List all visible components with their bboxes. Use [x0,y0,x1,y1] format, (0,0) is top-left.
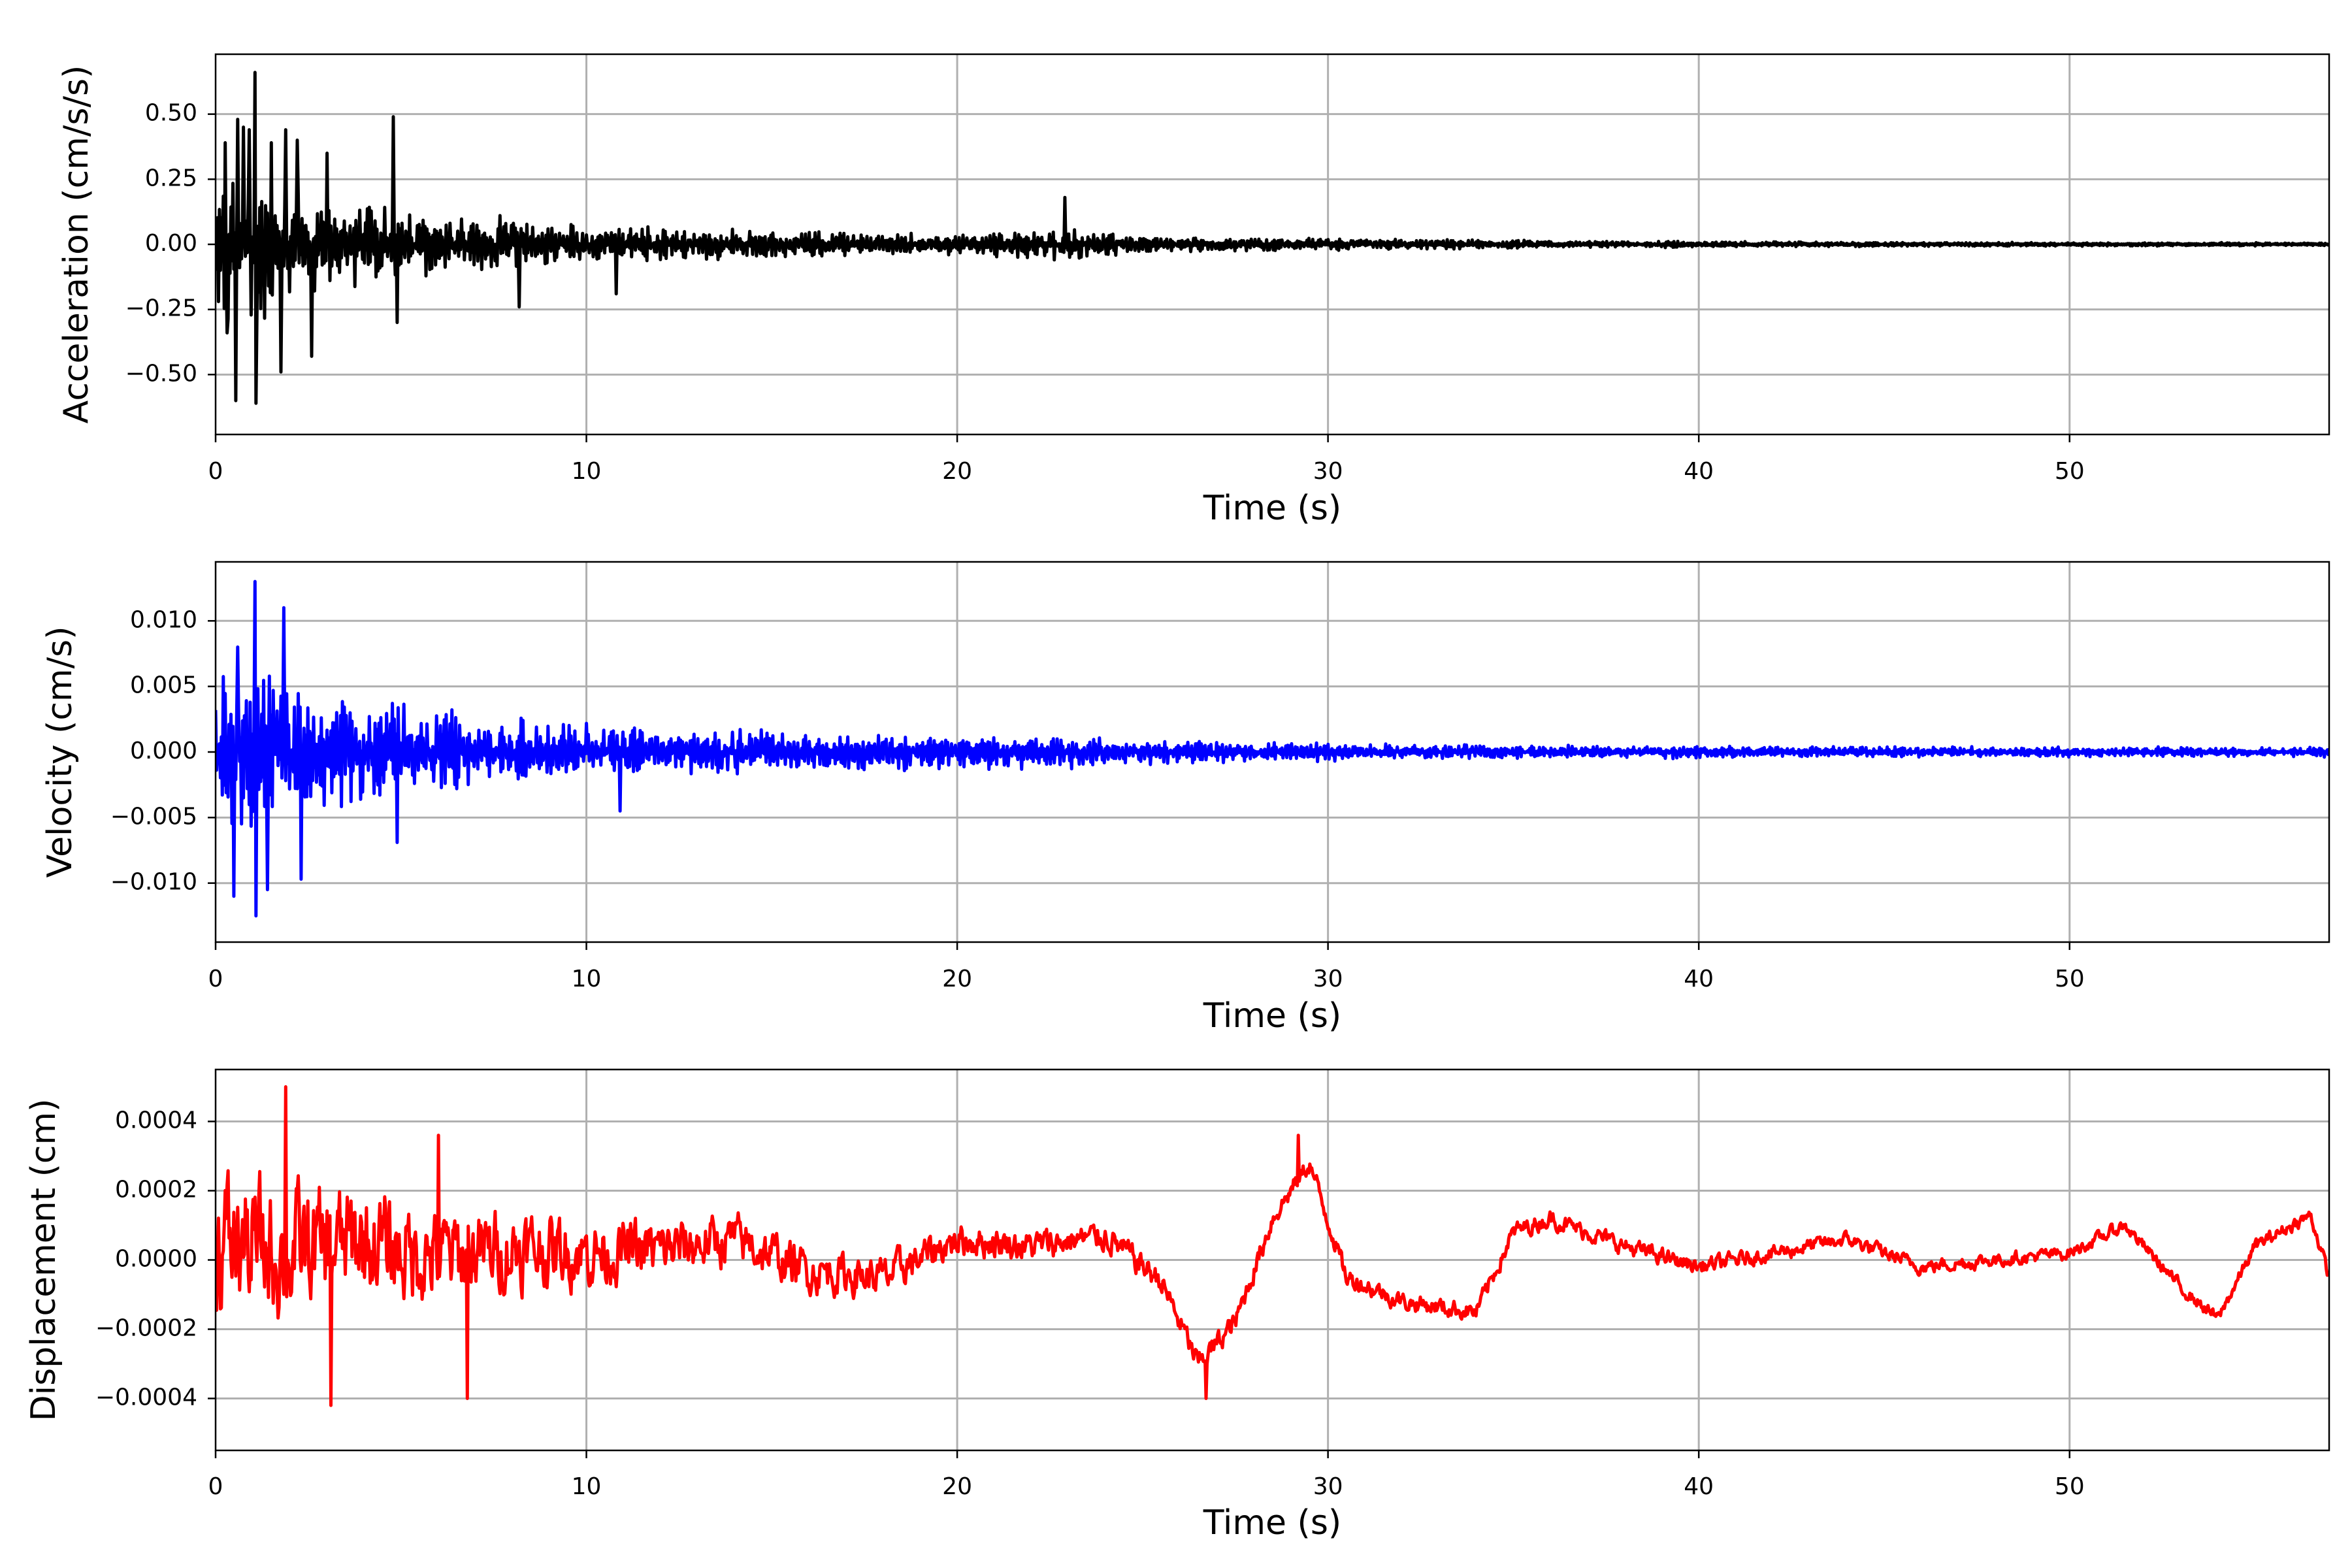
x-tick-label: 20 [942,1473,972,1500]
y-axis-label: Acceleration (cm/s/s) [57,65,96,424]
x-axis-label: Time (s) [1203,996,1341,1036]
y-tick-label: 0.0004 [115,1107,197,1134]
x-tick-label: 0 [208,1473,223,1500]
x-tick-label: 30 [1313,966,1343,992]
y-tick-label: 0.50 [145,100,197,127]
x-tick-label: 0 [208,458,223,485]
x-tick-label: 30 [1313,1473,1343,1500]
x-tick-label: 30 [1313,458,1343,485]
y-tick-label: −0.50 [125,360,197,387]
y-axis-label: Displacement (cm) [24,1099,63,1422]
x-tick-label: 0 [208,966,223,992]
x-tick-label: 20 [942,458,972,485]
x-tick-label: 10 [572,966,602,992]
y-axis-label: Velocity (cm/s) [41,627,80,878]
x-tick-label: 40 [1684,966,1714,992]
panel-1: 0 10 20 30 40 50 −0.50 −0.25 0.00 0.25 0.50 Time (s… [57,53,2330,528]
y-tick-label: 0.000 [130,738,197,764]
panel-2: 0 10 20 30 40 50 −0.010 −0.005 0.000 0.005 0.010 Ti… [41,561,2330,1036]
series-line [216,580,2329,918]
y-tick-label: −0.010 [110,869,197,896]
y-tick-label: 0.0000 [115,1246,197,1273]
x-tick-label: 50 [2055,458,2085,485]
x-axis-label: Time (s) [1203,1503,1341,1543]
y-tick-label: 0.005 [130,672,197,699]
x-tick-label: 20 [942,966,972,992]
x-tick-label: 10 [572,458,602,485]
x-tick-label: 10 [572,1473,602,1500]
series-line [216,71,2329,405]
y-tick-label: −0.005 [110,803,197,830]
y-tick-label: 0.0002 [115,1177,197,1203]
y-tick-label: 0.25 [145,165,197,191]
panel-3: 0 10 20 30 40 50 −0.0004 −0.0002 0.0000 0.0002 0.0… [24,1068,2330,1543]
y-tick-label: 0.010 [130,606,197,633]
x-tick-label: 50 [2055,966,2085,992]
y-tick-label: −0.25 [125,295,197,322]
x-tick-label: 40 [1684,458,1714,485]
series-line [216,1085,2329,1407]
y-tick-label: 0.00 [145,230,197,257]
x-tick-label: 40 [1684,1473,1714,1500]
y-tick-label: −0.0002 [95,1315,197,1342]
x-axis-label: Time (s) [1203,489,1341,528]
x-tick-label: 50 [2055,1473,2085,1500]
y-tick-label: −0.0004 [95,1384,197,1411]
